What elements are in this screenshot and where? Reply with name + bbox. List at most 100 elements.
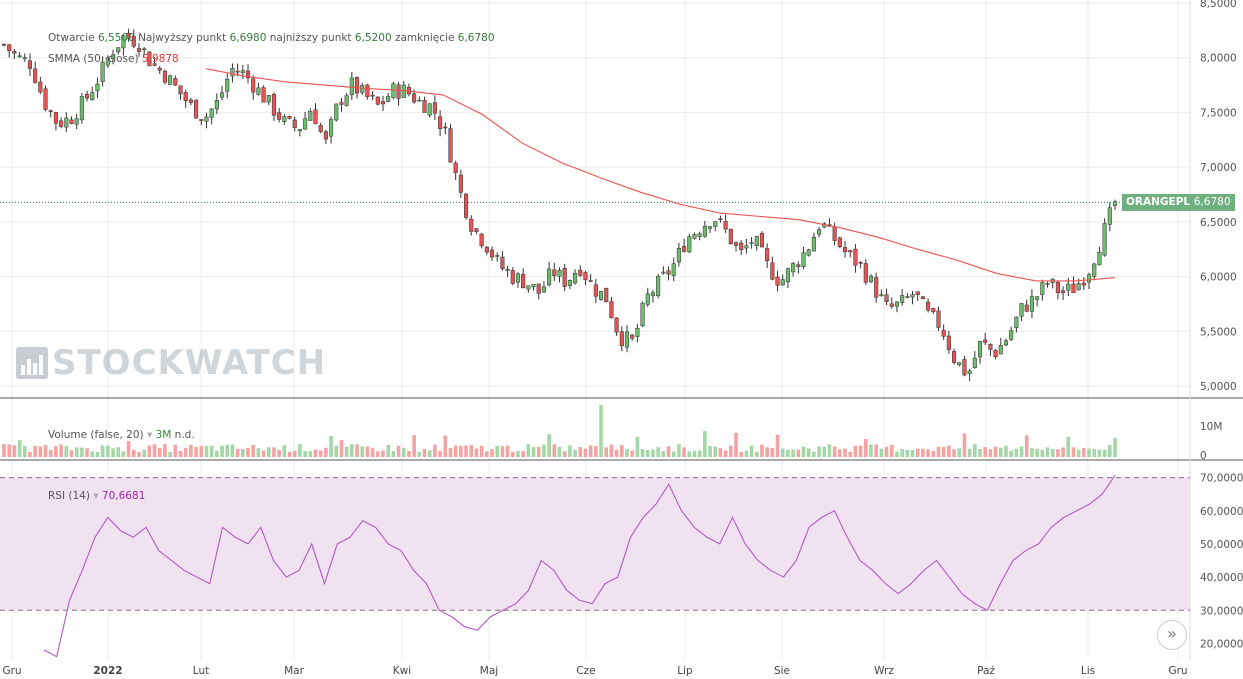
candle-body	[219, 92, 225, 98]
candle-body	[941, 330, 946, 337]
candle-body	[578, 269, 583, 276]
volume-bar	[298, 444, 302, 457]
candle-body	[1, 43, 7, 46]
volume-bar	[557, 446, 562, 457]
volume-bar	[277, 449, 281, 457]
volume-bar	[28, 451, 32, 457]
volume-bar	[1097, 449, 1102, 457]
candle-body	[370, 94, 375, 97]
candle-body	[110, 54, 116, 59]
volume-bar	[1040, 449, 1045, 457]
volume-bar	[256, 448, 261, 457]
candle-body	[292, 119, 297, 128]
candle-body	[931, 308, 936, 312]
candle-body	[438, 116, 443, 129]
volume-bar	[500, 446, 505, 457]
candle-body	[977, 341, 983, 358]
volume-bar	[993, 446, 998, 457]
candle-body	[853, 248, 858, 266]
candle-body	[661, 271, 666, 274]
volume-bar	[469, 444, 474, 457]
candle-body	[178, 85, 183, 95]
scroll-to-realtime-button[interactable]: »	[1157, 620, 1187, 650]
candle-body	[713, 221, 718, 227]
candle-body	[147, 51, 152, 67]
x-tick-label: Lis	[1081, 665, 1095, 677]
x-tick-label: Kwi	[393, 665, 411, 677]
candle-body	[432, 102, 437, 114]
candle-body	[1024, 304, 1029, 312]
candle-body	[261, 87, 266, 103]
candle-body	[708, 226, 713, 229]
candle-body	[277, 112, 282, 120]
volume-bar	[194, 446, 198, 457]
volume-bar	[921, 448, 925, 457]
candle-body	[417, 99, 422, 102]
rsi-tick-label: 50,0000	[1200, 539, 1243, 551]
volume-bar	[926, 449, 930, 457]
volume-bar	[806, 448, 811, 457]
candle-body	[526, 285, 531, 290]
rsi-tick-label: 70,0000	[1200, 473, 1243, 485]
candle-body	[495, 255, 500, 257]
volume-bar	[100, 445, 105, 457]
volume-bar	[801, 446, 806, 457]
candle-body	[868, 275, 874, 283]
candle-body	[650, 292, 655, 296]
volume-bar	[884, 446, 889, 457]
volume-bar	[2, 444, 6, 457]
candle-body	[791, 263, 796, 273]
volume-bar	[313, 449, 318, 457]
candle-body	[505, 268, 510, 271]
volume-bar	[645, 450, 650, 457]
candle-body	[967, 370, 972, 374]
candle-body	[863, 263, 868, 283]
volume-bar	[417, 451, 422, 457]
volume-bar	[1050, 448, 1055, 457]
volume-bar	[547, 434, 551, 457]
x-tick-label: Mar	[284, 665, 304, 677]
candle-body	[1003, 340, 1009, 346]
volume-bar	[734, 432, 738, 457]
candle-body	[604, 287, 609, 303]
candle-body	[401, 84, 406, 98]
candle-body	[900, 295, 905, 303]
candle-body	[380, 101, 386, 105]
volume-bar	[536, 446, 541, 457]
candle-body	[443, 126, 448, 129]
candle-body	[936, 310, 941, 328]
candle-body	[188, 99, 193, 103]
candle-body	[557, 269, 562, 277]
volume-bar	[962, 433, 967, 457]
volume-bar	[1076, 449, 1081, 457]
volume-bar	[90, 451, 95, 457]
candle-body	[588, 280, 593, 282]
candle-body	[251, 78, 256, 93]
candle-body	[448, 128, 453, 163]
candle-body	[22, 57, 27, 59]
candle-body	[427, 103, 432, 116]
candle-body	[183, 92, 188, 102]
volume-bar	[479, 445, 484, 457]
candle-body	[926, 301, 931, 311]
candle-body	[7, 44, 12, 51]
candle-body	[396, 84, 401, 99]
candle-body	[630, 334, 635, 339]
volume-bar	[43, 444, 48, 457]
candle-body	[500, 256, 505, 270]
volume-bar	[692, 450, 697, 457]
volume-bar	[838, 449, 842, 457]
volume-bar	[189, 444, 193, 457]
volume-bar	[957, 448, 962, 457]
candle-body	[168, 75, 173, 85]
candle-body	[666, 270, 671, 275]
volume-bar	[895, 451, 899, 457]
candle-body	[271, 94, 277, 116]
smma-line	[205, 68, 1116, 282]
candle-body	[209, 108, 214, 118]
volume-bar	[17, 440, 22, 457]
candle-body	[375, 96, 380, 105]
candle-body	[235, 70, 240, 73]
x-tick-label: Lut	[193, 665, 209, 677]
volume-bar	[12, 445, 17, 457]
